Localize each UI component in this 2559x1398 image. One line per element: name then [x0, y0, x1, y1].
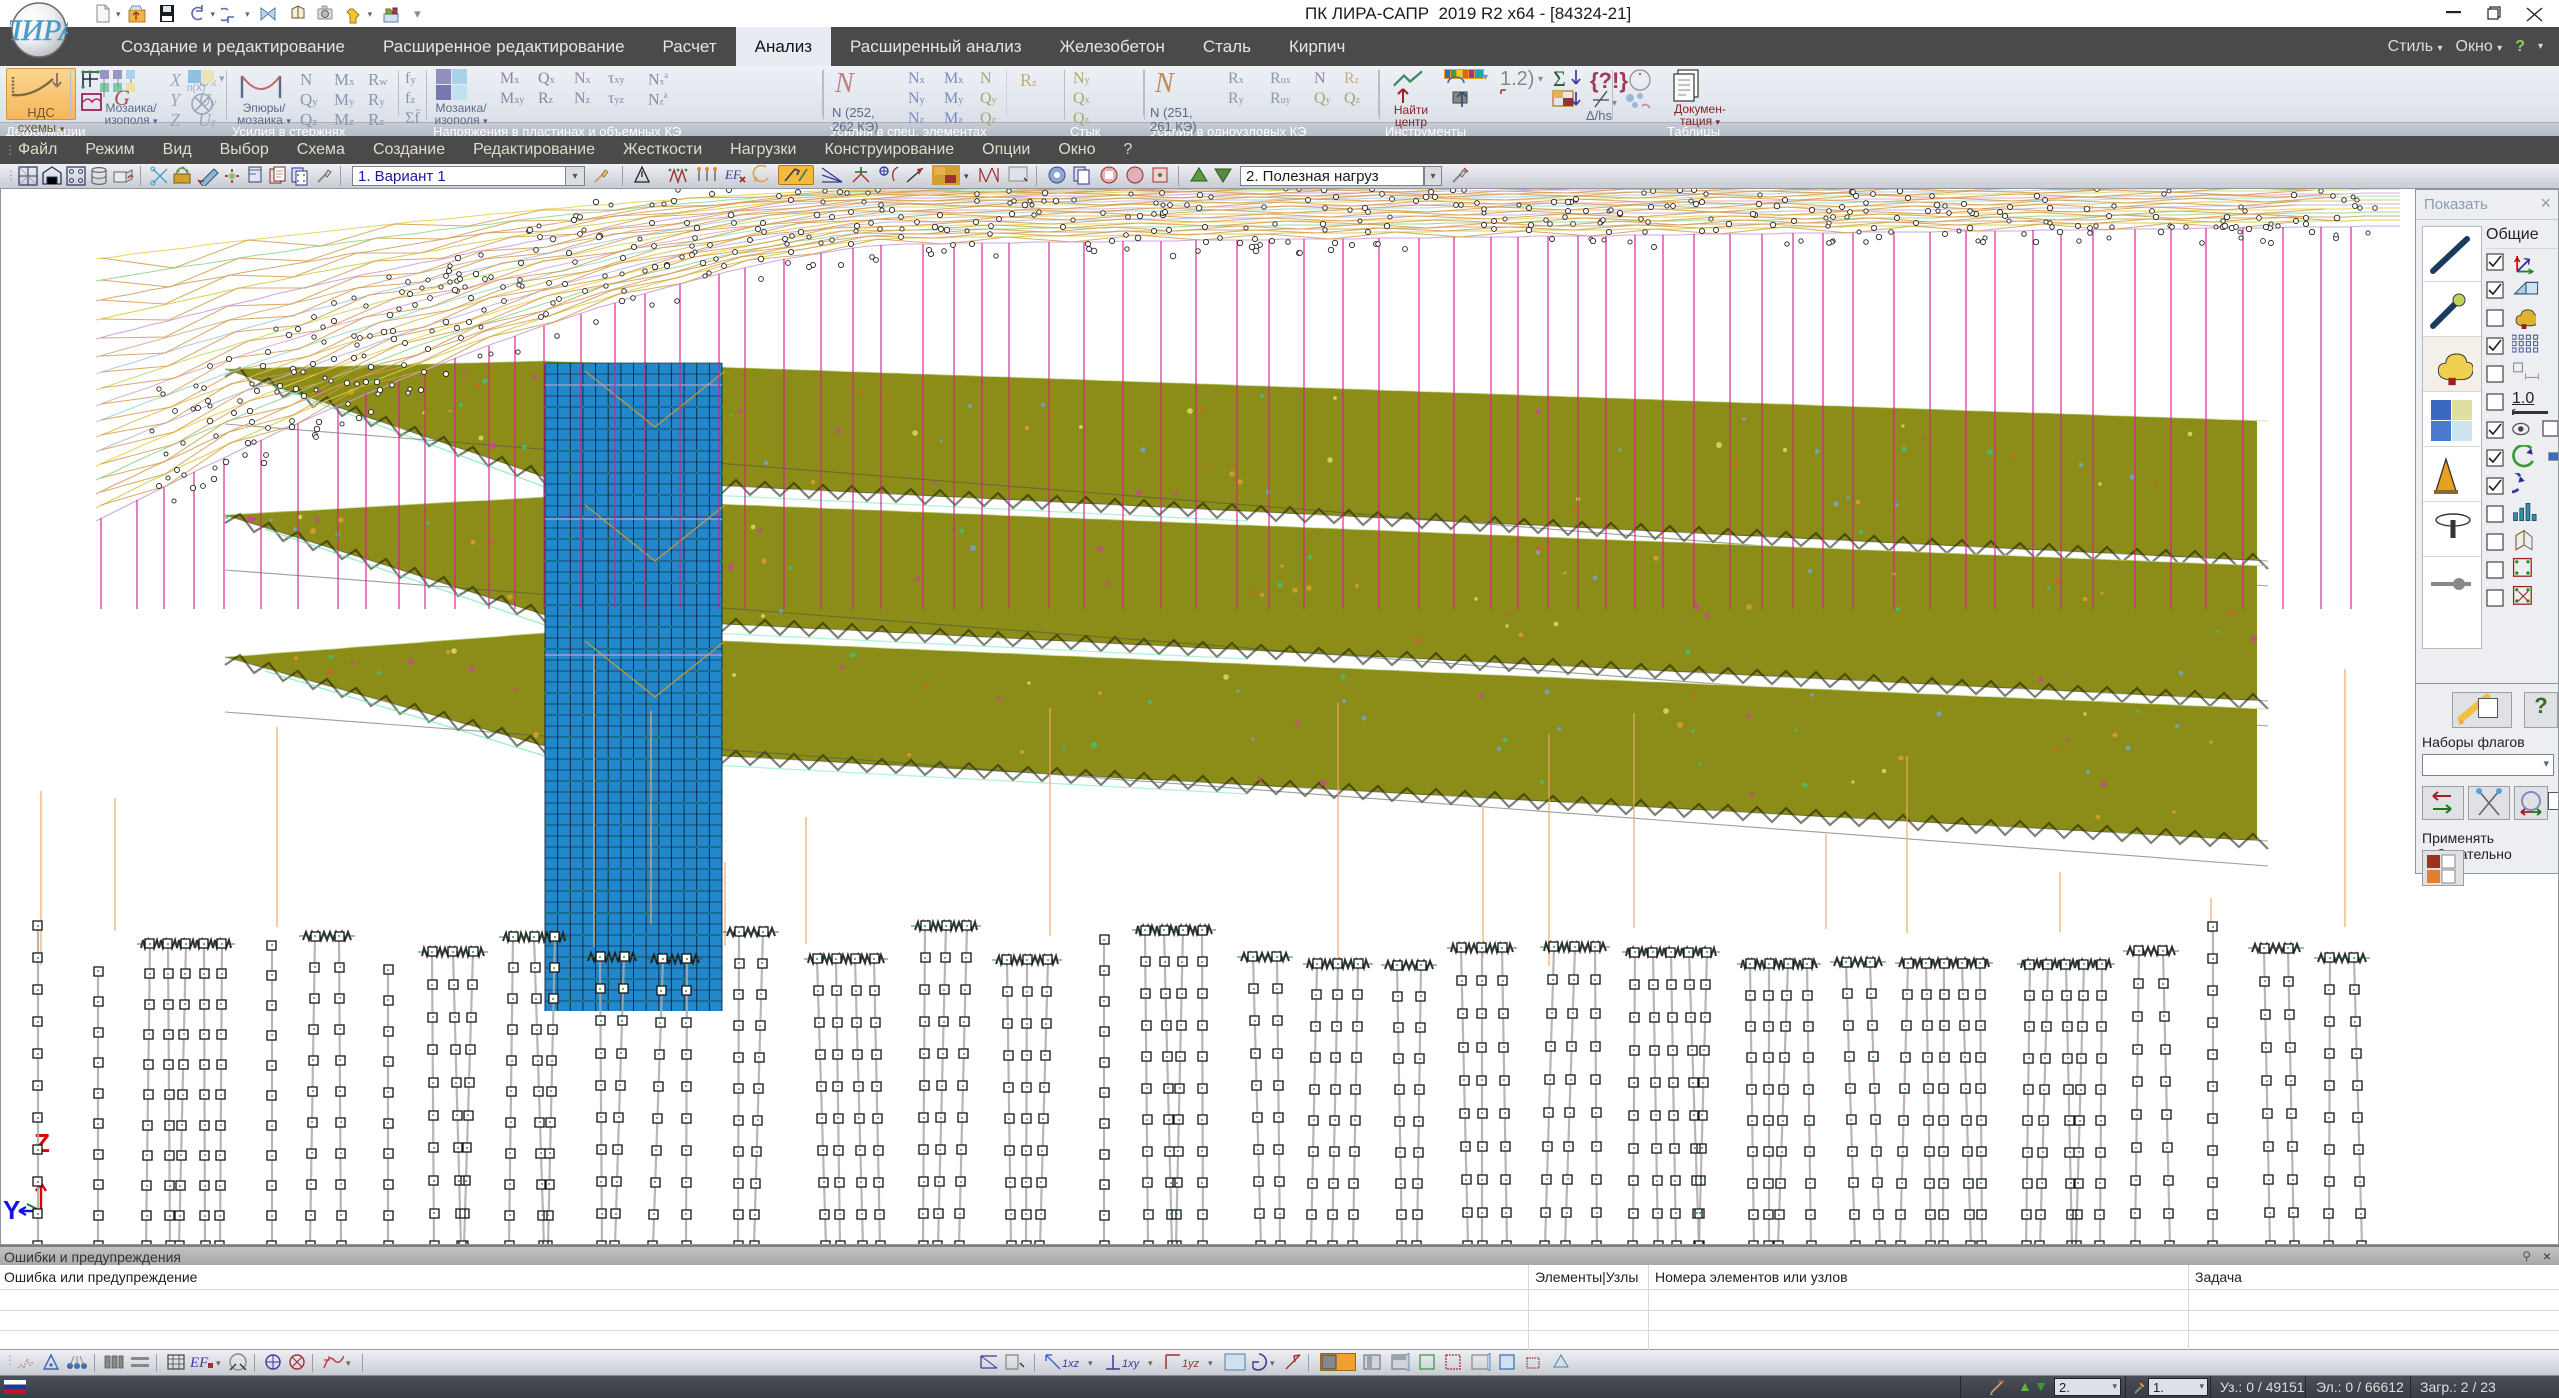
svg-text:EF: EF: [190, 1355, 209, 1371]
svg-text:EF: EF: [725, 167, 742, 182]
svg-text:Σ: Σ: [1553, 68, 1566, 90]
svg-text:ЛИРА: ЛИРА: [10, 14, 68, 47]
svg-text:Y: Y: [3, 1195, 20, 1225]
